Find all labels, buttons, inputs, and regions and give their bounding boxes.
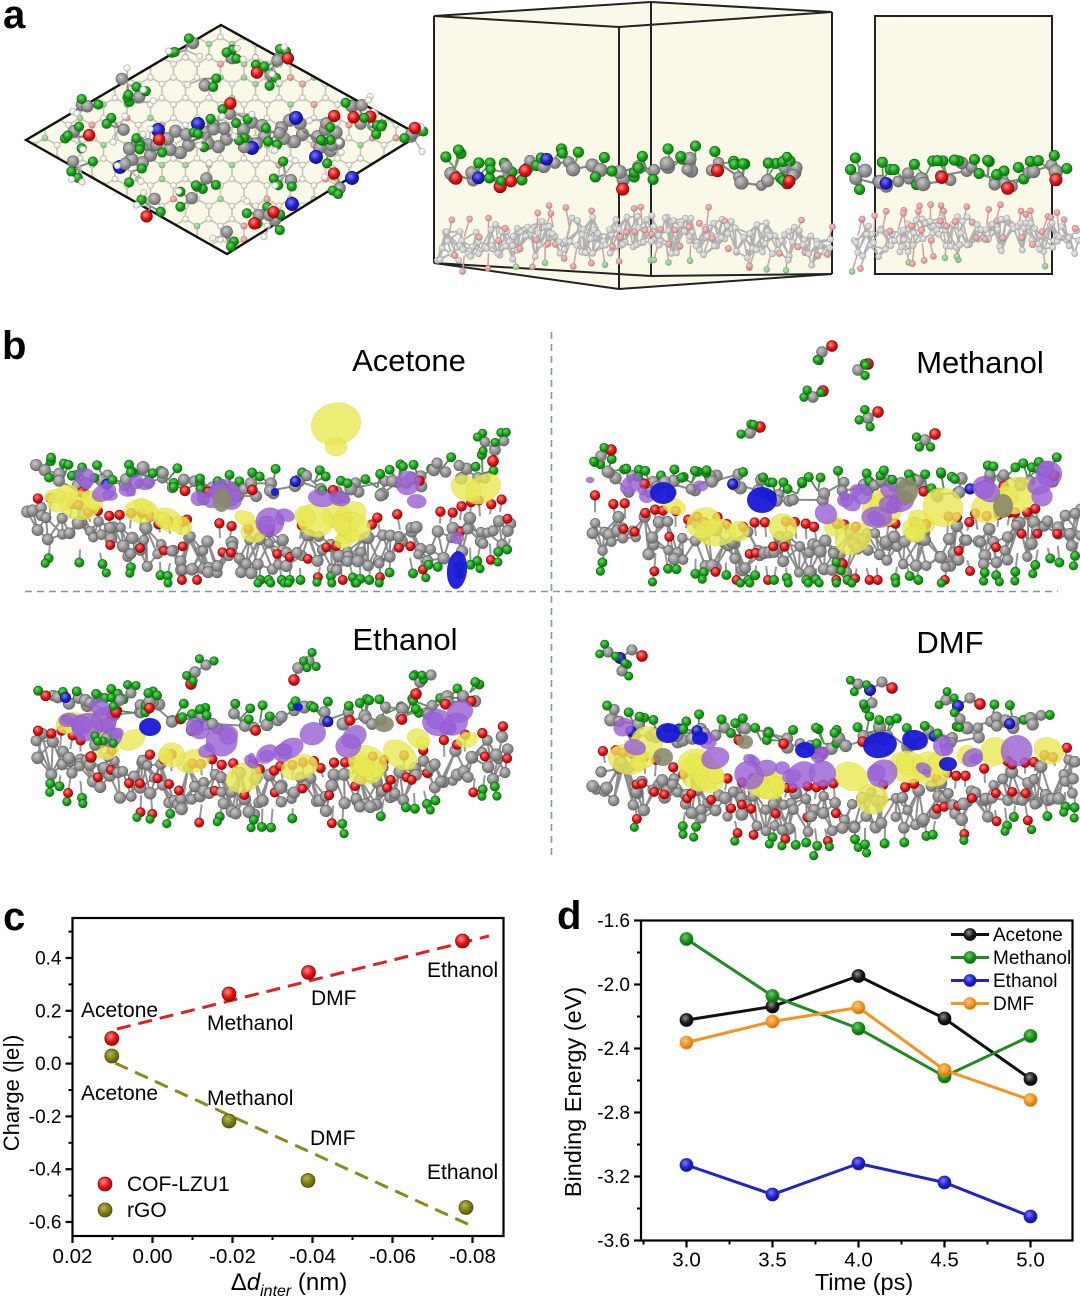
svg-text:Acetone: Acetone bbox=[352, 343, 466, 378]
svg-text:a: a bbox=[3, 0, 26, 37]
svg-text:b: b bbox=[2, 324, 26, 368]
svg-text:Methanol: Methanol bbox=[916, 345, 1044, 380]
svg-text:DMF: DMF bbox=[916, 625, 983, 660]
svg-text:Ethanol: Ethanol bbox=[352, 622, 457, 657]
